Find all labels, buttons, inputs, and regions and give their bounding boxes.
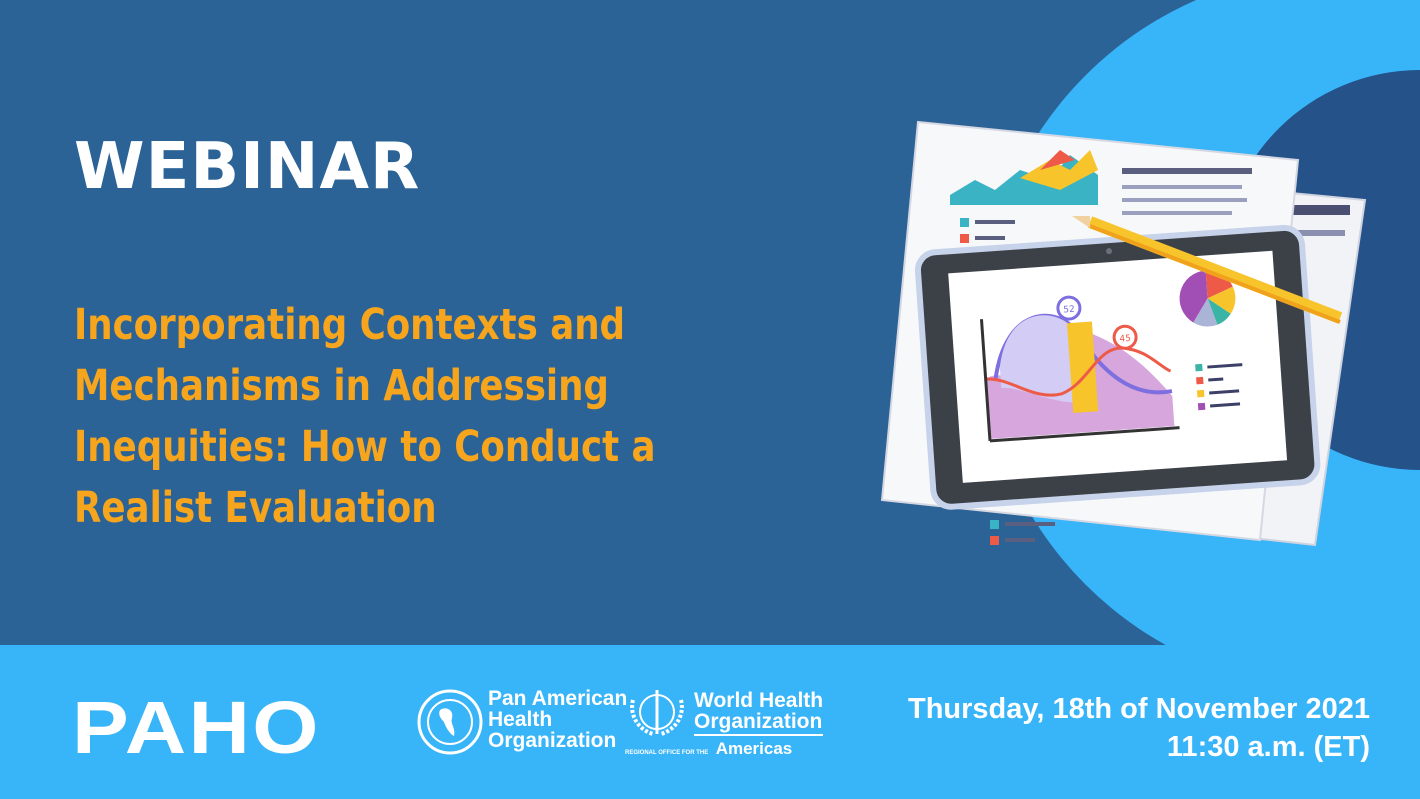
webinar-label: WEBINAR (74, 130, 421, 204)
tablet: 52 45 (914, 224, 1321, 510)
hero-section: 52 45 WEBINAR Incorporating Contexts and… (74, 0, 1420, 645)
event-datetime: Thursday, 18th of November 2021 11:30 a.… (908, 690, 1370, 766)
paho-seal-icon (417, 689, 483, 755)
footer-band (0, 645, 1420, 799)
who-region: REGIONAL OFFICE FOR THE Americas (625, 739, 792, 759)
who-name-line: World Health (694, 689, 824, 712)
paho-logo: PAHO (72, 686, 321, 769)
event-date: Thursday, 18th of November 2021 (907, 693, 1370, 725)
paho-name-line: Health (488, 708, 553, 731)
paho-name: Pan American Health Organization (488, 688, 627, 751)
who-name-line: Organization (694, 711, 824, 736)
paho-name-line: Pan American (488, 687, 628, 710)
pencil-icon (1072, 216, 1343, 324)
paho-name-line: Organization (488, 729, 617, 752)
pie-chart (1179, 270, 1236, 327)
callout-52: 52 (1063, 305, 1075, 316)
illustration: 52 45 (880, 0, 1420, 645)
webinar-title: Incorporating Contexts and Mechanisms in… (74, 300, 656, 533)
event-time: 11:30 a.m. (ET) (1166, 731, 1370, 763)
callout-45: 45 (1119, 334, 1131, 345)
who-name: World Health Organization (694, 689, 824, 736)
who-region-name: Americas (715, 739, 793, 758)
who-region-small: REGIONAL OFFICE FOR THE (625, 750, 709, 756)
who-emblem-icon (630, 690, 684, 736)
